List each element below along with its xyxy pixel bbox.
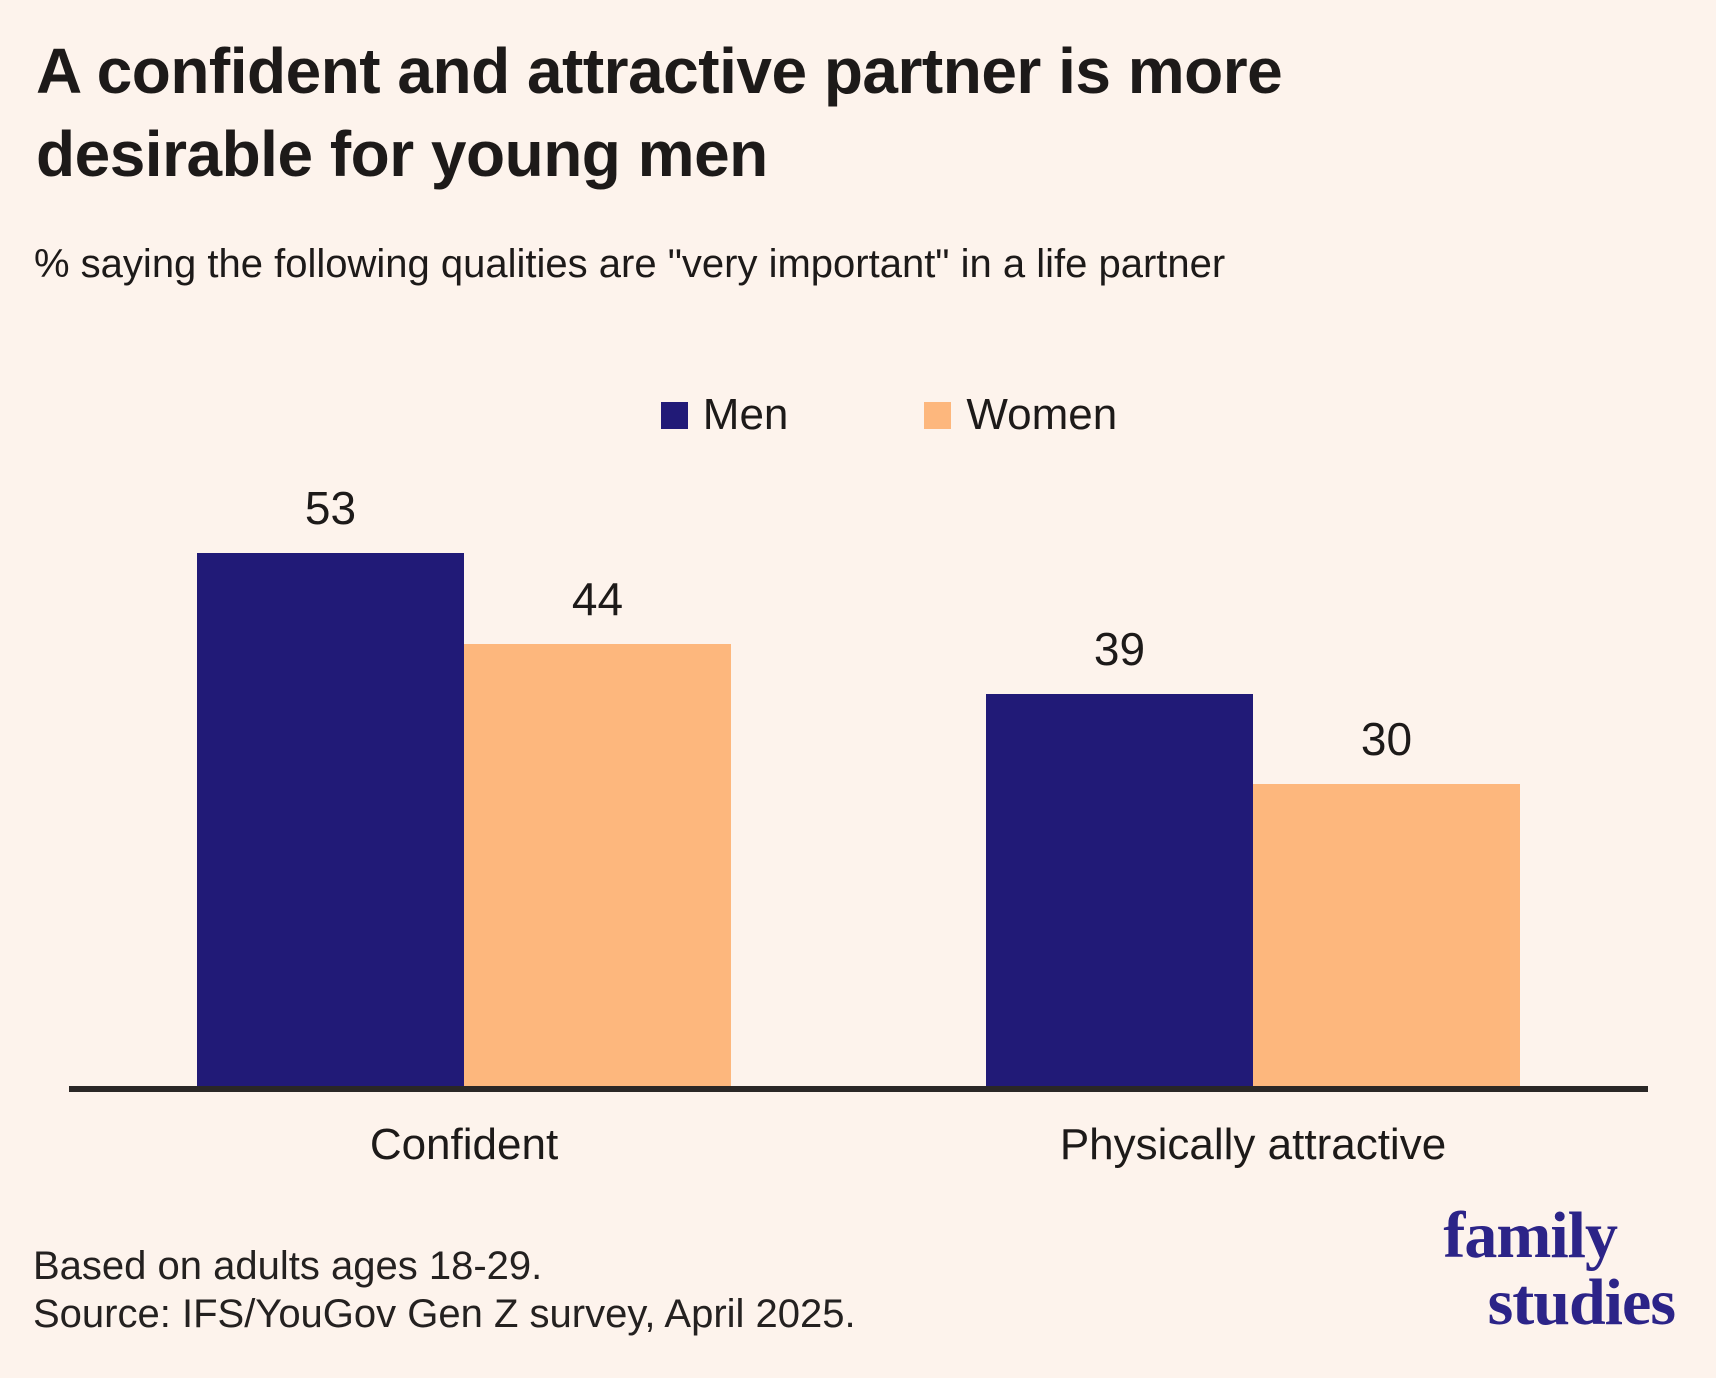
value-label-men-0: 53 xyxy=(304,482,357,534)
chart-subtitle: % saying the following qualities are "ve… xyxy=(34,242,1226,286)
legend-label-men: Men xyxy=(702,390,789,439)
footer: Based on adults ages 18-29. Source: IFS/… xyxy=(33,1242,856,1338)
value-label-men-1: 39 xyxy=(1093,623,1146,675)
legend-item-women: Women xyxy=(924,390,1117,440)
legend-swatch-women xyxy=(924,401,952,429)
category-label-1: Physically attractive xyxy=(1059,1120,1447,1169)
ifs-logo: family studies xyxy=(1443,1199,1676,1339)
bar-men-0 xyxy=(197,553,464,1086)
value-label-women-0: 44 xyxy=(571,573,624,625)
legend-label-women: Women xyxy=(966,390,1118,439)
category-label-0: Confident xyxy=(369,1120,559,1169)
bar-women-0 xyxy=(464,644,731,1086)
logo-word-family: family xyxy=(1443,1199,1618,1272)
bar-men-1 xyxy=(986,694,1253,1086)
legend-swatch-men xyxy=(660,401,688,429)
logo-word-studies: studies xyxy=(1487,1266,1676,1339)
bar-women-1 xyxy=(1253,784,1520,1086)
value-label-women-1: 30 xyxy=(1360,713,1413,765)
x-axis-line xyxy=(69,1086,1648,1092)
footer-source: Source: IFS/YouGov Gen Z survey, April 2… xyxy=(33,1292,856,1336)
footer-note: Based on adults ages 18-29. xyxy=(33,1244,543,1288)
legend: Men Women xyxy=(0,390,1716,440)
legend-item-men: Men xyxy=(660,390,789,440)
chart-title: A confident and attractive partner is mo… xyxy=(36,35,1283,190)
